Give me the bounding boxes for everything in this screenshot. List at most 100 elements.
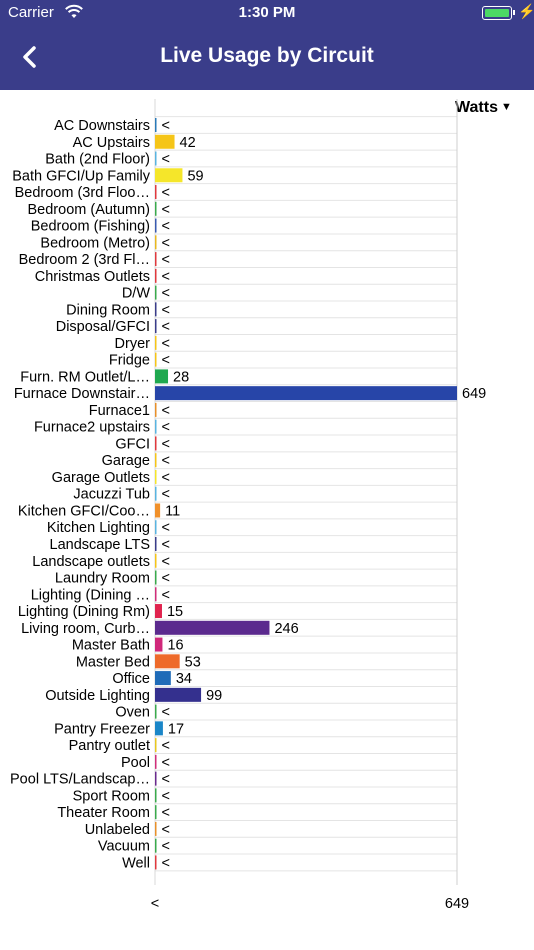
value-label: < <box>162 822 170 838</box>
x-tick-label: < <box>151 896 159 912</box>
category-label: Bedroom (Autumn) <box>28 202 151 218</box>
value-label: 99 <box>206 688 222 704</box>
category-label: Jacuzzi Tub <box>73 487 150 503</box>
category-label: Disposal/GFCI <box>56 319 150 335</box>
bar <box>155 134 175 149</box>
value-label: 11 <box>165 503 180 519</box>
bar <box>155 788 157 803</box>
bar <box>155 771 157 786</box>
value-label: 53 <box>185 654 201 670</box>
bar <box>155 855 157 870</box>
category-label: AC Upstairs <box>73 135 150 151</box>
bar <box>155 821 157 836</box>
bar <box>155 520 157 535</box>
bar <box>155 537 157 551</box>
bar <box>155 738 157 753</box>
status-bar: Carrier 1:30 PM ⚡ <box>0 0 534 26</box>
unit-selector[interactable]: Watts ▼ <box>455 99 512 117</box>
category-label: Landscape outlets <box>32 554 150 570</box>
value-label: < <box>162 772 170 788</box>
value-label: 59 <box>187 168 203 184</box>
bar <box>155 436 157 451</box>
value-label: < <box>162 219 170 235</box>
category-label: Bath GFCI/Up Family <box>12 168 151 184</box>
value-label: < <box>162 118 170 134</box>
value-label: < <box>162 571 170 587</box>
category-label: GFCI <box>115 436 150 452</box>
category-label: AC Downstairs <box>54 118 150 134</box>
category-label: Lighting (Dining … <box>31 587 150 603</box>
value-label: < <box>162 453 170 469</box>
bar <box>155 168 183 183</box>
wifi-icon <box>64 4 84 24</box>
category-label: Pool <box>121 755 150 771</box>
bar <box>155 671 171 686</box>
category-label: Outside Lighting <box>45 688 150 704</box>
value-label: < <box>162 420 170 436</box>
bar <box>155 654 180 669</box>
bar <box>155 754 157 769</box>
bar <box>155 319 157 334</box>
category-label: Unlabeled <box>85 822 150 838</box>
category-label: Kitchen Lighting <box>47 520 150 536</box>
value-label: 246 <box>274 621 298 637</box>
bar <box>155 285 157 300</box>
category-label: Bedroom 2 (3rd Fl… <box>19 252 150 268</box>
bar <box>155 369 169 384</box>
bar <box>155 151 157 166</box>
category-label: D/W <box>122 286 151 302</box>
category-label: Furnace1 <box>89 403 150 419</box>
category-label: Furnace Downstair… <box>14 386 150 402</box>
value-label: < <box>162 554 170 570</box>
value-label: < <box>162 520 170 536</box>
category-label: Oven <box>115 705 150 721</box>
bar <box>155 469 157 484</box>
bar <box>155 503 161 518</box>
bar <box>155 335 157 350</box>
bar <box>155 486 157 501</box>
value-label: < <box>162 252 170 268</box>
bar-chart: AC Downstairs < AC Upstairs 42 Bath (2nd Flo… <box>10 99 486 912</box>
value-label: < <box>162 185 170 201</box>
category-label: Office <box>112 671 150 687</box>
bar <box>155 386 457 401</box>
charging-bolt-icon: ⚡ <box>518 3 534 19</box>
value-label: < <box>162 738 170 754</box>
value-label: 28 <box>173 369 189 385</box>
bar <box>155 687 202 702</box>
bar <box>155 570 157 585</box>
bar <box>155 553 157 568</box>
bar <box>155 453 157 468</box>
category-label: Kitchen GFCI/Coo… <box>18 503 150 519</box>
value-label: < <box>162 319 170 335</box>
value-label: < <box>162 152 170 168</box>
x-tick-label: 649 <box>445 896 469 912</box>
category-label: Fridge <box>109 353 150 369</box>
value-label: 16 <box>167 638 183 654</box>
carrier-label: Carrier <box>8 4 54 21</box>
value-label: 17 <box>168 721 184 737</box>
value-label: 649 <box>462 386 486 402</box>
value-label: < <box>162 537 170 553</box>
category-label: Landscape LTS <box>50 537 151 553</box>
battery-icon <box>482 6 515 20</box>
caret-down-icon: ▼ <box>500 101 512 113</box>
value-label: < <box>162 855 170 871</box>
bar <box>155 620 270 635</box>
bar <box>155 201 157 216</box>
category-label: Laundry Room <box>55 571 150 587</box>
value-label: < <box>162 269 170 285</box>
bar <box>155 838 157 853</box>
value-label: 34 <box>176 671 192 687</box>
clock: 1:30 PM <box>238 4 296 21</box>
navigation-bar: Live Usage by Circuit <box>0 26 534 90</box>
value-label: < <box>162 286 170 302</box>
value-label: < <box>162 788 170 804</box>
bar <box>155 419 157 434</box>
value-label: < <box>162 705 170 721</box>
value-label: < <box>162 470 170 486</box>
bar <box>155 185 157 200</box>
category-label: Master Bed <box>76 654 150 670</box>
chevron-left-icon[interactable] <box>16 42 46 72</box>
category-label: Theater Room <box>57 805 150 821</box>
